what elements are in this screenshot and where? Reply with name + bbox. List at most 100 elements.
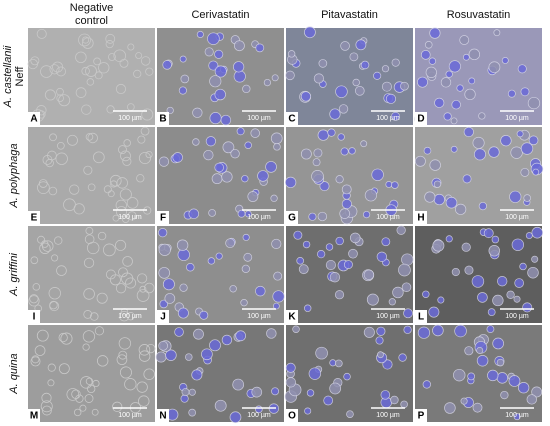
cell xyxy=(343,260,353,270)
panel-letter: C xyxy=(288,114,295,125)
cell xyxy=(47,379,55,387)
cell xyxy=(456,84,464,92)
cell xyxy=(136,289,150,302)
panel-letter-box xyxy=(286,409,298,422)
cell xyxy=(229,285,237,293)
cell xyxy=(207,32,220,45)
scale-label: 100 µm xyxy=(376,412,400,419)
cell xyxy=(363,269,375,280)
cell xyxy=(271,238,282,249)
cell xyxy=(103,185,112,194)
cell xyxy=(486,325,495,333)
cell xyxy=(298,264,309,275)
cell xyxy=(343,372,351,381)
cell xyxy=(468,77,476,85)
cell xyxy=(136,174,145,183)
cell xyxy=(233,70,246,83)
cell xyxy=(257,170,269,182)
panel-letter: L xyxy=(418,312,424,323)
cell xyxy=(126,197,139,209)
micrograph-panel: P 100 µm xyxy=(415,324,543,422)
panel-letter-box xyxy=(28,310,40,323)
cell xyxy=(143,368,155,380)
cell xyxy=(445,70,453,78)
cell xyxy=(292,325,300,333)
cell xyxy=(493,29,501,37)
cell xyxy=(491,235,500,244)
cell xyxy=(126,312,135,321)
cell xyxy=(531,255,539,263)
micrograph-panel: G 100 µm xyxy=(284,127,413,225)
cell xyxy=(273,302,280,310)
cell xyxy=(464,265,474,275)
cell xyxy=(98,62,110,74)
cell xyxy=(145,150,153,159)
cell xyxy=(124,378,137,391)
cell xyxy=(92,151,105,164)
scale-label: 100 µm xyxy=(505,412,529,419)
cell xyxy=(236,127,245,136)
cell xyxy=(488,61,501,74)
cell xyxy=(335,175,344,184)
cell xyxy=(349,52,359,62)
cell xyxy=(244,141,252,150)
cell xyxy=(108,53,116,61)
cell xyxy=(30,56,40,66)
cell xyxy=(341,198,352,210)
row-label-text: A. quina xyxy=(8,353,20,394)
cell xyxy=(355,39,367,51)
cell xyxy=(371,168,384,181)
panel-background xyxy=(286,325,413,422)
scale-label: 100 µm xyxy=(247,412,271,419)
panel-letter-box xyxy=(286,112,298,125)
cell xyxy=(428,57,437,65)
cell xyxy=(83,165,93,175)
cell xyxy=(339,208,351,219)
cell xyxy=(448,60,461,73)
micrograph-panel: C 100 µm xyxy=(285,26,413,125)
cell xyxy=(317,211,328,222)
cell xyxy=(287,50,296,58)
cell xyxy=(138,344,151,356)
cell xyxy=(179,55,187,63)
cell xyxy=(113,49,127,63)
cell xyxy=(471,275,485,288)
cell xyxy=(487,308,496,317)
cell xyxy=(205,136,216,147)
cell xyxy=(58,94,71,107)
cell xyxy=(110,180,118,188)
cell xyxy=(57,141,65,150)
cell xyxy=(96,292,108,304)
cell xyxy=(273,143,281,151)
cell xyxy=(214,65,227,78)
cell xyxy=(191,369,203,381)
cell xyxy=(366,293,379,306)
cell xyxy=(243,252,253,262)
cell xyxy=(429,159,441,171)
micrograph-panel: I 100 µm xyxy=(28,226,155,323)
cell xyxy=(329,272,341,283)
cell xyxy=(325,259,336,271)
micrograph-panel: B 100 µm xyxy=(157,28,284,126)
panel-letter-box xyxy=(286,211,298,224)
cell xyxy=(208,209,216,217)
cell xyxy=(232,378,245,391)
cell xyxy=(464,88,476,101)
cell xyxy=(82,36,90,44)
cell xyxy=(214,88,226,101)
cell xyxy=(329,108,341,120)
cell xyxy=(437,296,445,304)
cell xyxy=(450,117,458,125)
cell xyxy=(340,41,350,51)
cell xyxy=(334,359,343,368)
cell xyxy=(425,66,437,78)
cell xyxy=(208,60,219,71)
scale-label: 100 µm xyxy=(118,313,142,320)
cell xyxy=(92,379,100,388)
cell xyxy=(472,136,485,149)
cell xyxy=(211,173,223,185)
panel-letter: O xyxy=(288,411,296,422)
cell xyxy=(162,278,175,291)
cell xyxy=(311,170,324,183)
micrograph-panel: H 100 µm xyxy=(414,126,544,224)
